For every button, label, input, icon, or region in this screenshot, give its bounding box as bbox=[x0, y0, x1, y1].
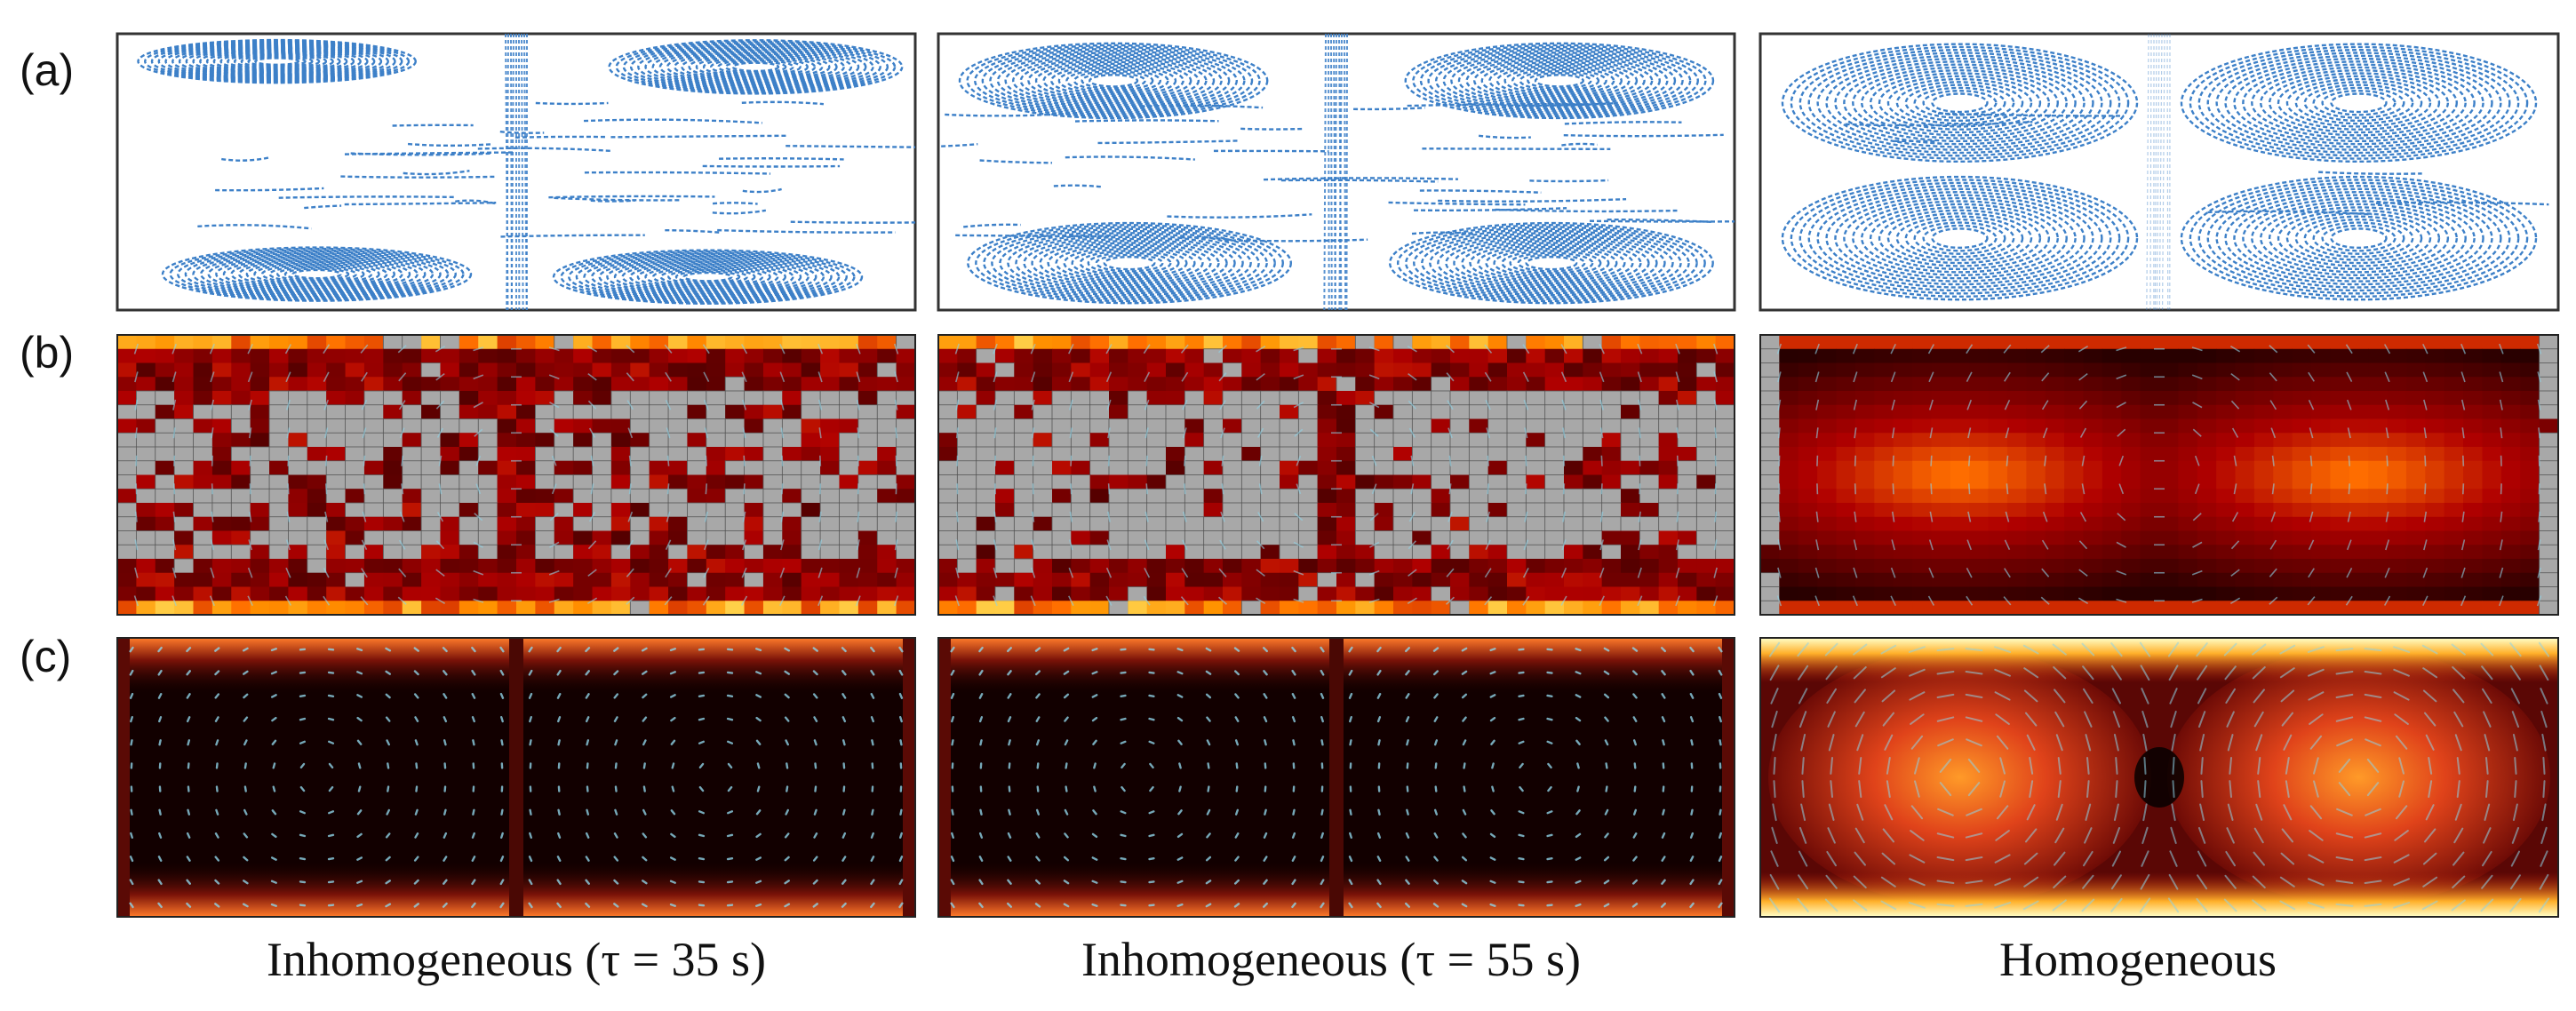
row-label-c: (c) bbox=[20, 632, 71, 681]
column-label-homogeneous: Homogeneous bbox=[1999, 933, 2277, 986]
heatmap-panel-1 bbox=[116, 637, 916, 918]
masked-heatmap-panel-1 bbox=[116, 334, 916, 616]
masked-heatmap-panel-3 bbox=[1759, 334, 2559, 616]
trajectory-panel-2 bbox=[937, 32, 1736, 312]
row-label-b: (b) bbox=[20, 328, 74, 378]
column-label-inhomogeneous-55: Inhomogeneous (τ = 55 s) bbox=[1081, 933, 1581, 986]
trajectory-panel-1 bbox=[116, 32, 917, 312]
column-label-inhomogeneous-35: Inhomogeneous (τ = 35 s) bbox=[267, 933, 766, 986]
row-label-a: (a) bbox=[20, 45, 74, 95]
heatmap-panel-2 bbox=[937, 637, 1735, 918]
heatmap-panel-3 bbox=[1759, 637, 2559, 918]
masked-heatmap-panel-2 bbox=[937, 334, 1735, 616]
trajectory-panel-3 bbox=[1759, 32, 2560, 312]
panels-layer bbox=[116, 32, 2560, 918]
